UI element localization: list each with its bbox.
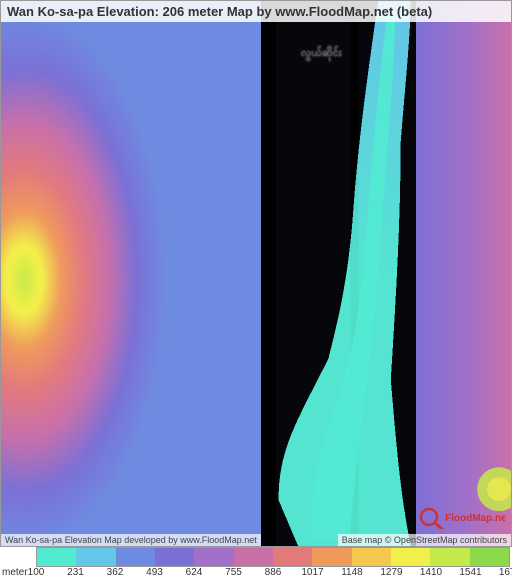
legend-tick: 1673: [499, 567, 512, 578]
legend-cell: [155, 548, 194, 566]
legend-cell: [234, 548, 273, 566]
legend-cell: [194, 548, 233, 566]
watermark-text: FloodMap.net: [445, 513, 505, 524]
legend-tick: 231: [67, 567, 84, 578]
map-title: Wan Ko-sa-pa Elevation: 206 meter Map by…: [1, 1, 511, 22]
legend-tick: 362: [107, 567, 124, 578]
legend-tick: 1148: [341, 567, 363, 578]
legend-cell: [76, 548, 115, 566]
legend-tick: 886: [265, 567, 282, 578]
legend-cell: [273, 548, 312, 566]
legend-tick: 493: [146, 567, 163, 578]
legend-tick: 624: [186, 567, 203, 578]
legend-tick: 1017: [301, 567, 323, 578]
legend-colorbar: [36, 547, 510, 567]
elevation-legend: meter 100 231 362 493 624 755 886 1017 1148 1279 1…: [0, 547, 512, 582]
map-render: [1, 1, 511, 546]
legend-tick: 1541: [459, 567, 481, 578]
attribution-left: Wan Ko-sa-pa Elevation Map developed by …: [1, 534, 261, 546]
legend-cell: [470, 548, 509, 566]
legend-tick: 1279: [380, 567, 402, 578]
legend-unit: meter: [2, 567, 28, 578]
attribution-right: Base map © OpenStreetMap contributors: [338, 534, 511, 546]
legend-labels: meter 100 231 362 493 624 755 886 1017 1148 1279 1…: [0, 567, 512, 581]
legend-cell: [430, 548, 469, 566]
legend-cell: [352, 548, 391, 566]
place-label: လွယ်ဆိုင်း: [301, 46, 342, 62]
legend-cell: [391, 548, 430, 566]
legend-cell: [312, 548, 351, 566]
legend-cell: [37, 548, 76, 566]
watermark: FloodMap.net: [415, 505, 505, 534]
legend-tick: 100: [28, 567, 45, 578]
legend-cell: [116, 548, 155, 566]
legend-tick: 1410: [420, 567, 442, 578]
legend-tick: 755: [225, 567, 242, 578]
elevation-map[interactable]: Wan Ko-sa-pa Elevation: 206 meter Map by…: [0, 0, 512, 547]
